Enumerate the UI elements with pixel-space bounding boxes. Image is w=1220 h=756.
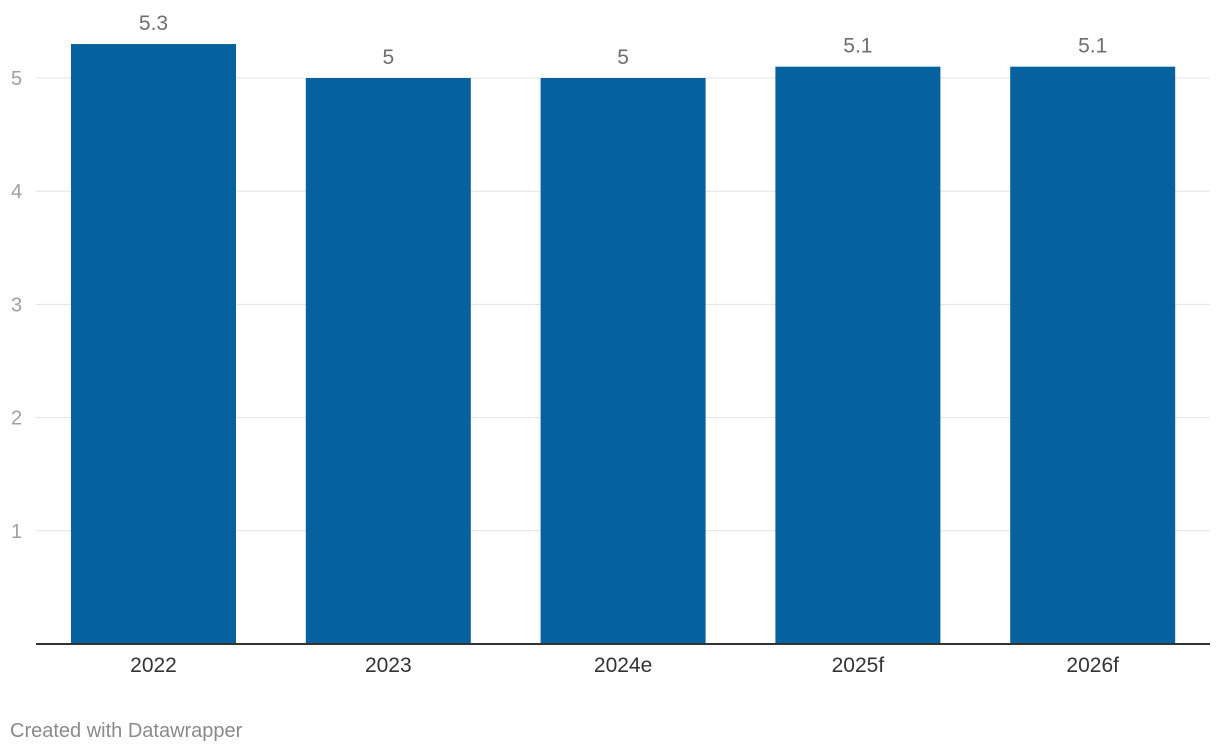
x-axis-category-labels: 2022 2023 2024e 2025f 2026f [130,654,1119,677]
bar-2026f[interactable] [1010,66,1176,645]
value-label: 5.3 [139,12,168,35]
y-tick-label: 1 [11,521,22,543]
y-tick-label: 2 [11,408,22,430]
value-label: 5.1 [843,35,872,58]
value-label: 5 [382,46,394,69]
y-tick-label: 3 [11,294,22,316]
value-label: 5.1 [1078,35,1107,58]
x-category-label: 2026f [1066,654,1119,677]
value-labels: 5.3 5 5 5.1 5.1 [139,12,1107,69]
bar-2022[interactable] [71,44,236,645]
y-axis-tick-labels: 1 2 3 4 5 [11,68,22,543]
y-tick-label: 4 [11,181,22,203]
x-category-label: 2025f [832,654,885,677]
bar-2025f[interactable] [775,66,941,645]
x-category-label: 2024e [594,654,652,677]
bar-2024e[interactable] [540,78,706,644]
value-label: 5 [617,46,629,69]
x-category-label: 2023 [365,654,412,677]
datawrapper-credit[interactable]: Created with Datawrapper [10,720,243,742]
x-category-label: 2022 [130,654,177,677]
bar-chart: 1 2 3 4 5 5.3 5 5 5.1 5.1 2022 2023 2024e 2025f 2026… [11,12,1210,677]
bar-2023[interactable] [305,78,471,644]
y-tick-label: 5 [11,68,22,90]
bars [71,44,1176,645]
